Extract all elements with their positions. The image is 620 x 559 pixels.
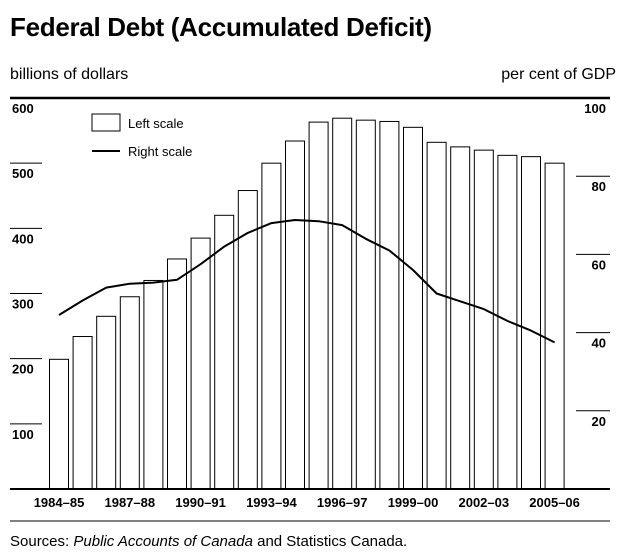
left-tick-label-500: 500 — [12, 166, 34, 181]
bar-2003–04 — [497, 154, 518, 490]
left-tick-label-300: 300 — [12, 297, 34, 312]
bar-2001–02 — [450, 146, 471, 490]
bar-2004–05 — [521, 156, 541, 490]
left-tick-label-600: 600 — [12, 101, 34, 116]
right-tick-label-40: 40 — [592, 336, 606, 351]
x-tick-label-1987–88: 1987–88 — [104, 495, 155, 510]
x-tick-label-1990–91: 1990–91 — [175, 495, 226, 510]
source-prefix: Sources: — [10, 533, 74, 550]
x-tick-label-1999–00: 1999–00 — [388, 495, 439, 510]
bar-2000–01 — [426, 141, 447, 490]
x-tick-label-1984–85: 1984–85 — [34, 495, 85, 510]
source-publication: Public Accounts of Canada — [73, 533, 253, 550]
x-tick-label-1993–94: 1993–94 — [246, 495, 297, 510]
bar-1992–93 — [237, 190, 258, 490]
bar-1991–92 — [214, 214, 235, 490]
bar-1985–86 — [72, 336, 93, 490]
bar-2005–06 — [544, 162, 565, 490]
bar-1986–87 — [96, 315, 117, 490]
right-tick-label-80: 80 — [592, 179, 606, 194]
source-note: Sources: Public Accounts of Canada and S… — [10, 533, 407, 550]
legend-right-scale: Right scale — [128, 144, 192, 159]
left-tick-label-200: 200 — [12, 362, 34, 377]
bar-1998–99 — [379, 120, 400, 490]
x-tick-label-2005–06: 2005–06 — [529, 495, 580, 510]
legend-left-scale: Left scale — [128, 116, 184, 131]
bar-1997–98 — [355, 119, 376, 490]
source-suffix: and Statistics Canada. — [252, 533, 408, 550]
right-tick-label-20: 20 — [592, 414, 606, 429]
right-scale-line — [58, 219, 556, 344]
bar-1996–97 — [332, 117, 353, 490]
right-tick-label-100: 100 — [584, 101, 606, 116]
bar-1988–89 — [143, 279, 164, 490]
left-tick-label-100: 100 — [12, 427, 34, 442]
left-axis-label: billions of dollars — [10, 66, 129, 83]
left-tick-label-400: 400 — [12, 231, 34, 246]
bar-1994–95 — [285, 140, 305, 490]
bar-1993–94 — [261, 162, 282, 490]
bar-1995–96 — [308, 121, 329, 490]
bar-1987–88 — [119, 296, 140, 490]
bar-1990–91 — [190, 237, 211, 490]
x-tick-label-2002–03: 2002–03 — [458, 495, 509, 510]
right-tick-label-60: 60 — [592, 257, 606, 272]
legend-bar-swatch — [91, 113, 121, 132]
bar-1984–85 — [49, 358, 69, 490]
x-tick-label-1996–97: 1996–97 — [317, 495, 368, 510]
bar-1999–00 — [403, 126, 423, 490]
right-axis-label: per cent of GDP — [501, 66, 616, 83]
bar-2002–03 — [473, 149, 494, 490]
bar-1989–90 — [167, 258, 187, 490]
chart-title: Federal Debt (Accumulated Deficit) — [10, 12, 432, 42]
